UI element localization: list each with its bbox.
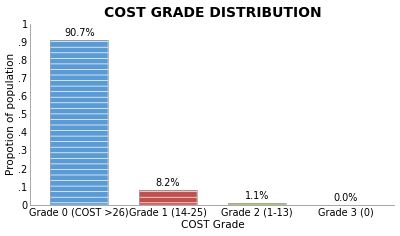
Text: 90.7%: 90.7% (64, 28, 94, 38)
Bar (139, 190, 197, 205)
Text: 0.0%: 0.0% (334, 193, 358, 203)
Text: 8.2%: 8.2% (156, 178, 180, 188)
Bar (228, 203, 286, 205)
Bar (139, 190, 197, 205)
Bar (50, 40, 108, 205)
X-axis label: COST Grade: COST Grade (180, 220, 244, 230)
Bar (50, 40, 108, 205)
Title: COST GRADE DISTRIBUTION: COST GRADE DISTRIBUTION (104, 6, 321, 20)
Y-axis label: Propotion of population: Propotion of population (6, 53, 16, 175)
Bar (228, 203, 286, 205)
Text: 1.1%: 1.1% (245, 191, 269, 201)
